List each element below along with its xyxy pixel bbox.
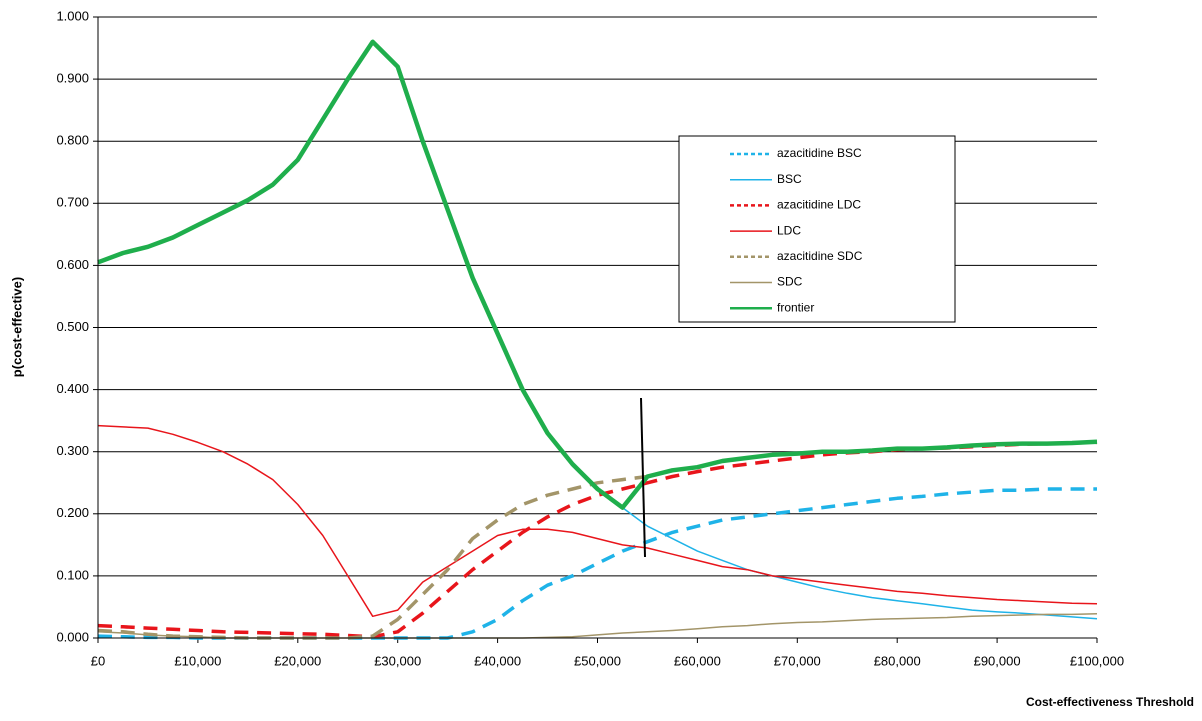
x-tick-label: £70,000 bbox=[774, 653, 821, 668]
y-tick-label: 0.200 bbox=[56, 505, 89, 520]
x-tick-label: £60,000 bbox=[674, 653, 721, 668]
x-tick-label: £30,000 bbox=[374, 653, 421, 668]
annotation-line bbox=[640, 397, 646, 558]
plot-lines bbox=[97, 39, 1098, 640]
legend-text: LDC bbox=[777, 223, 801, 237]
x-axis-title: Cost-effectiveness Threshold bbox=[1026, 695, 1194, 709]
y-tick-label: 0.400 bbox=[56, 381, 89, 396]
series-line bbox=[97, 41, 1098, 620]
x-tick-label: £90,000 bbox=[974, 653, 1021, 668]
y-axis-title: p(cost-effective) bbox=[9, 277, 24, 377]
legend-text: azacitidine BSC bbox=[777, 146, 862, 160]
y-tick-label: 0.600 bbox=[56, 257, 89, 272]
series-line bbox=[97, 440, 1098, 640]
series-line bbox=[97, 424, 1098, 618]
grid: 0.000 0.100 0.200 0.300 0.400 0.500 0.600 0.700… bbox=[56, 8, 1124, 668]
series-line bbox=[97, 487, 1097, 640]
x-tick-label: £50,000 bbox=[574, 653, 621, 668]
legend-text: frontier bbox=[777, 300, 814, 314]
x-tick-label: £20,000 bbox=[274, 653, 321, 668]
y-tick-label: 0.900 bbox=[56, 71, 89, 86]
y-tick-label: 0.500 bbox=[56, 319, 89, 334]
x-tick-label: £40,000 bbox=[474, 653, 521, 668]
legend-text: SDC bbox=[777, 275, 803, 289]
series-line bbox=[97, 613, 1098, 639]
x-tick-label: £100,000 bbox=[1070, 653, 1124, 668]
y-tick-label: 0.800 bbox=[56, 133, 89, 148]
y-tick-label: 0.700 bbox=[56, 195, 89, 210]
legend-text: azacitidine SDC bbox=[777, 249, 863, 263]
series-line bbox=[97, 39, 1098, 510]
y-tick-label: 0.100 bbox=[56, 567, 89, 582]
y-tick-label: 0.000 bbox=[56, 629, 89, 644]
legend-text: BSC bbox=[777, 172, 802, 186]
legend-text: azacitidine LDC bbox=[777, 198, 861, 212]
legend-box bbox=[678, 135, 956, 323]
x-tick-label: £80,000 bbox=[874, 653, 921, 668]
x-tick-label: £0 bbox=[91, 653, 105, 668]
y-tick-label: 0.300 bbox=[56, 443, 89, 458]
x-tick-label: £10,000 bbox=[174, 653, 221, 668]
series-line bbox=[97, 440, 1098, 639]
y-tick-label: 1.000 bbox=[56, 8, 89, 23]
legend: azacitidine BSC BSC azacitidine LDC LDC azac… bbox=[678, 135, 956, 323]
